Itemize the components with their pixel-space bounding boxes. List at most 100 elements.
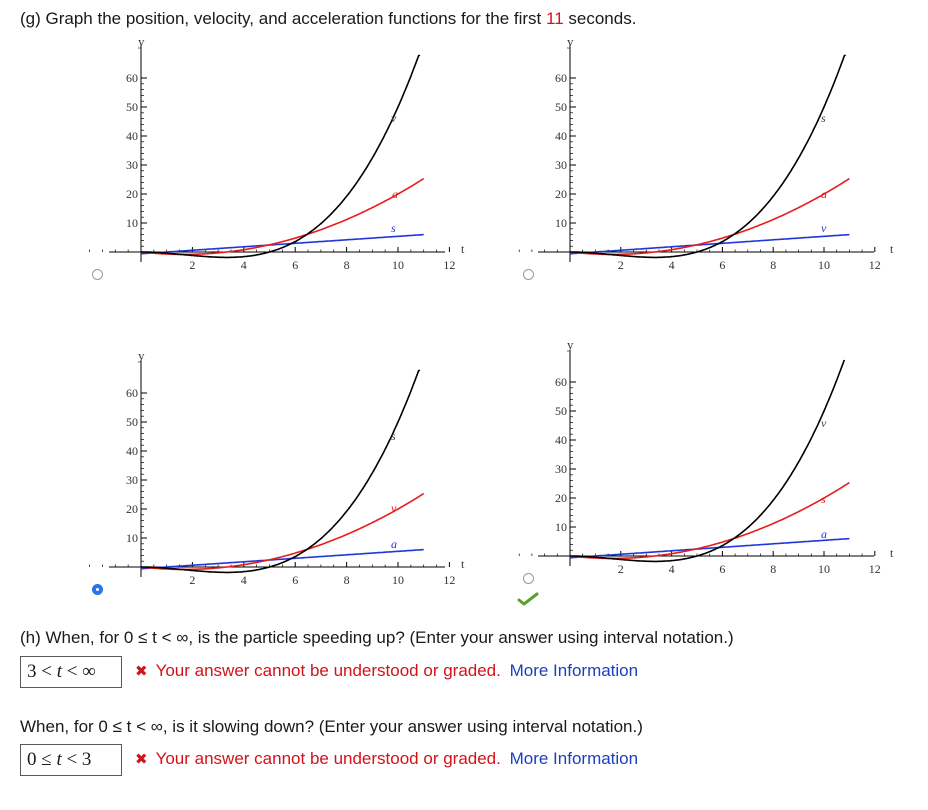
x-tick-label: 4 [669,258,675,272]
red-curve [569,177,850,256]
x-tick-label: 10 [818,562,830,576]
x-tick-label: 8 [344,573,350,587]
y-tick-label: 40 [555,129,567,143]
answer-1-post: < ∞ [62,661,96,682]
graph-option-b: 10 20 30 40 50 60 2 4 6 8 10 12 y t s a v [518,34,894,272]
x-tick-label: 8 [344,258,350,272]
x-tick-label: 4 [241,258,247,272]
radio-option-a[interactable] [92,269,103,280]
y-tick-label: 20 [126,187,138,201]
x-mark-icon: ✖ [135,751,148,768]
x-axis-label: t [461,557,465,571]
y-tick-label: 60 [126,386,138,400]
black-curve-label: v [391,111,397,125]
blue-curve-label: s [391,221,396,235]
answer-1-pre: 3 < [27,661,57,682]
y-tick-label: 30 [126,158,138,172]
x-tick-label: 12 [869,562,881,576]
blue-curve [570,537,850,559]
blue-curve [141,548,424,570]
check-icon [517,592,539,606]
y-axis-label: y [567,337,574,352]
y-axis-label: y [567,34,574,49]
y-tick-label: 20 [555,187,567,201]
answer-2-var: t [56,749,62,770]
y-tick-label: 10 [555,520,567,534]
x-tick-label: 6 [292,258,298,272]
answer-field-speeding-up[interactable]: 3 < t < ∞ [20,656,122,688]
y-tick-label: 10 [555,216,567,230]
y-axis-label: y [138,348,145,363]
x-tick-label: 6 [719,562,725,576]
y-tick-label: 40 [126,444,138,458]
x-tick-label: 12 [443,573,455,587]
black-curve [570,359,846,563]
part-g-question: (g) Graph the position, velocity, and ac… [20,9,636,29]
x-tick-label: 4 [241,573,247,587]
y-tick-label: 50 [126,415,138,429]
radio-option-c[interactable] [92,584,103,595]
more-information-link-2[interactable]: More Information [509,749,639,768]
x-tick-label: 12 [443,258,455,272]
part-h-question-1: (h) When, for 0 ≤ t < ∞, is the particle… [20,628,734,647]
red-curve [140,177,425,256]
x-mark-icon: ✖ [135,663,148,680]
part-h-question-2: When, for 0 ≤ t < ∞, is it slowing down?… [20,717,643,736]
x-tick-label: 10 [392,573,404,587]
error-message-1: Your answer cannot be understood or grad… [155,661,501,680]
y-tick-label: 30 [555,158,567,172]
error-message-2: Your answer cannot be understood or grad… [155,749,501,768]
x-axis-label: t [890,546,894,560]
radio-option-b[interactable] [523,269,534,280]
part-g-text: (g) Graph the position, velocity, and ac… [20,9,547,28]
red-curve-label: v [391,501,397,515]
y-tick-label: 30 [555,462,567,476]
y-tick-label: 20 [555,491,567,505]
y-tick-label: 40 [126,129,138,143]
y-tick-label: 30 [126,473,138,487]
graph-option-a: 10 20 30 40 50 60 2 4 6 8 10 12 y t v a s [89,34,465,272]
part-g-suffix: seconds. [563,9,637,28]
blue-curve [141,233,424,255]
answer-field-slowing-down[interactable]: 0 ≤ t < 3 [20,744,122,776]
y-tick-label: 10 [126,531,138,545]
answer-2-pre: 0 ≤ [27,749,57,770]
y-tick-label: 40 [555,433,567,447]
blue-curve-label: a [821,527,827,541]
x-tick-label: 12 [869,258,881,272]
part-g-highlight: 11 [546,9,564,28]
red-curve [569,481,850,560]
graph-option-d: 10 20 30 40 50 60 2 4 6 8 10 12 y t v s a [518,337,894,576]
blue-curve-label: v [821,221,827,235]
y-tick-label: 60 [555,375,567,389]
x-tick-label: 2 [189,258,195,272]
x-tick-label: 2 [618,258,624,272]
x-tick-label: 2 [189,573,195,587]
x-tick-label: 8 [770,562,776,576]
red-curve-label: s [821,492,826,506]
x-tick-label: 10 [392,258,404,272]
x-tick-label: 6 [719,258,725,272]
answer-2-post: < 3 [61,749,92,770]
black-curve [141,369,421,574]
black-curve-label: v [821,416,827,430]
red-curve [140,492,425,571]
blue-curve-label: a [391,537,397,551]
blue-curve [570,233,850,255]
y-tick-label: 20 [126,502,138,516]
x-tick-label: 2 [618,562,624,576]
x-tick-label: 6 [292,573,298,587]
x-tick-label: 8 [770,258,776,272]
black-curve-label: s [821,111,826,125]
black-curve [570,54,847,259]
y-axis-label: y [138,34,145,49]
black-curve-label: s [391,429,396,443]
radio-option-d[interactable] [523,573,534,584]
feedback-1: ✖ Your answer cannot be understood or gra… [135,661,638,681]
y-tick-label: 10 [126,216,138,230]
x-tick-label: 4 [669,562,675,576]
red-curve-label: a [392,187,398,201]
x-tick-label: 10 [818,258,830,272]
more-information-link-1[interactable]: More Information [509,661,639,680]
